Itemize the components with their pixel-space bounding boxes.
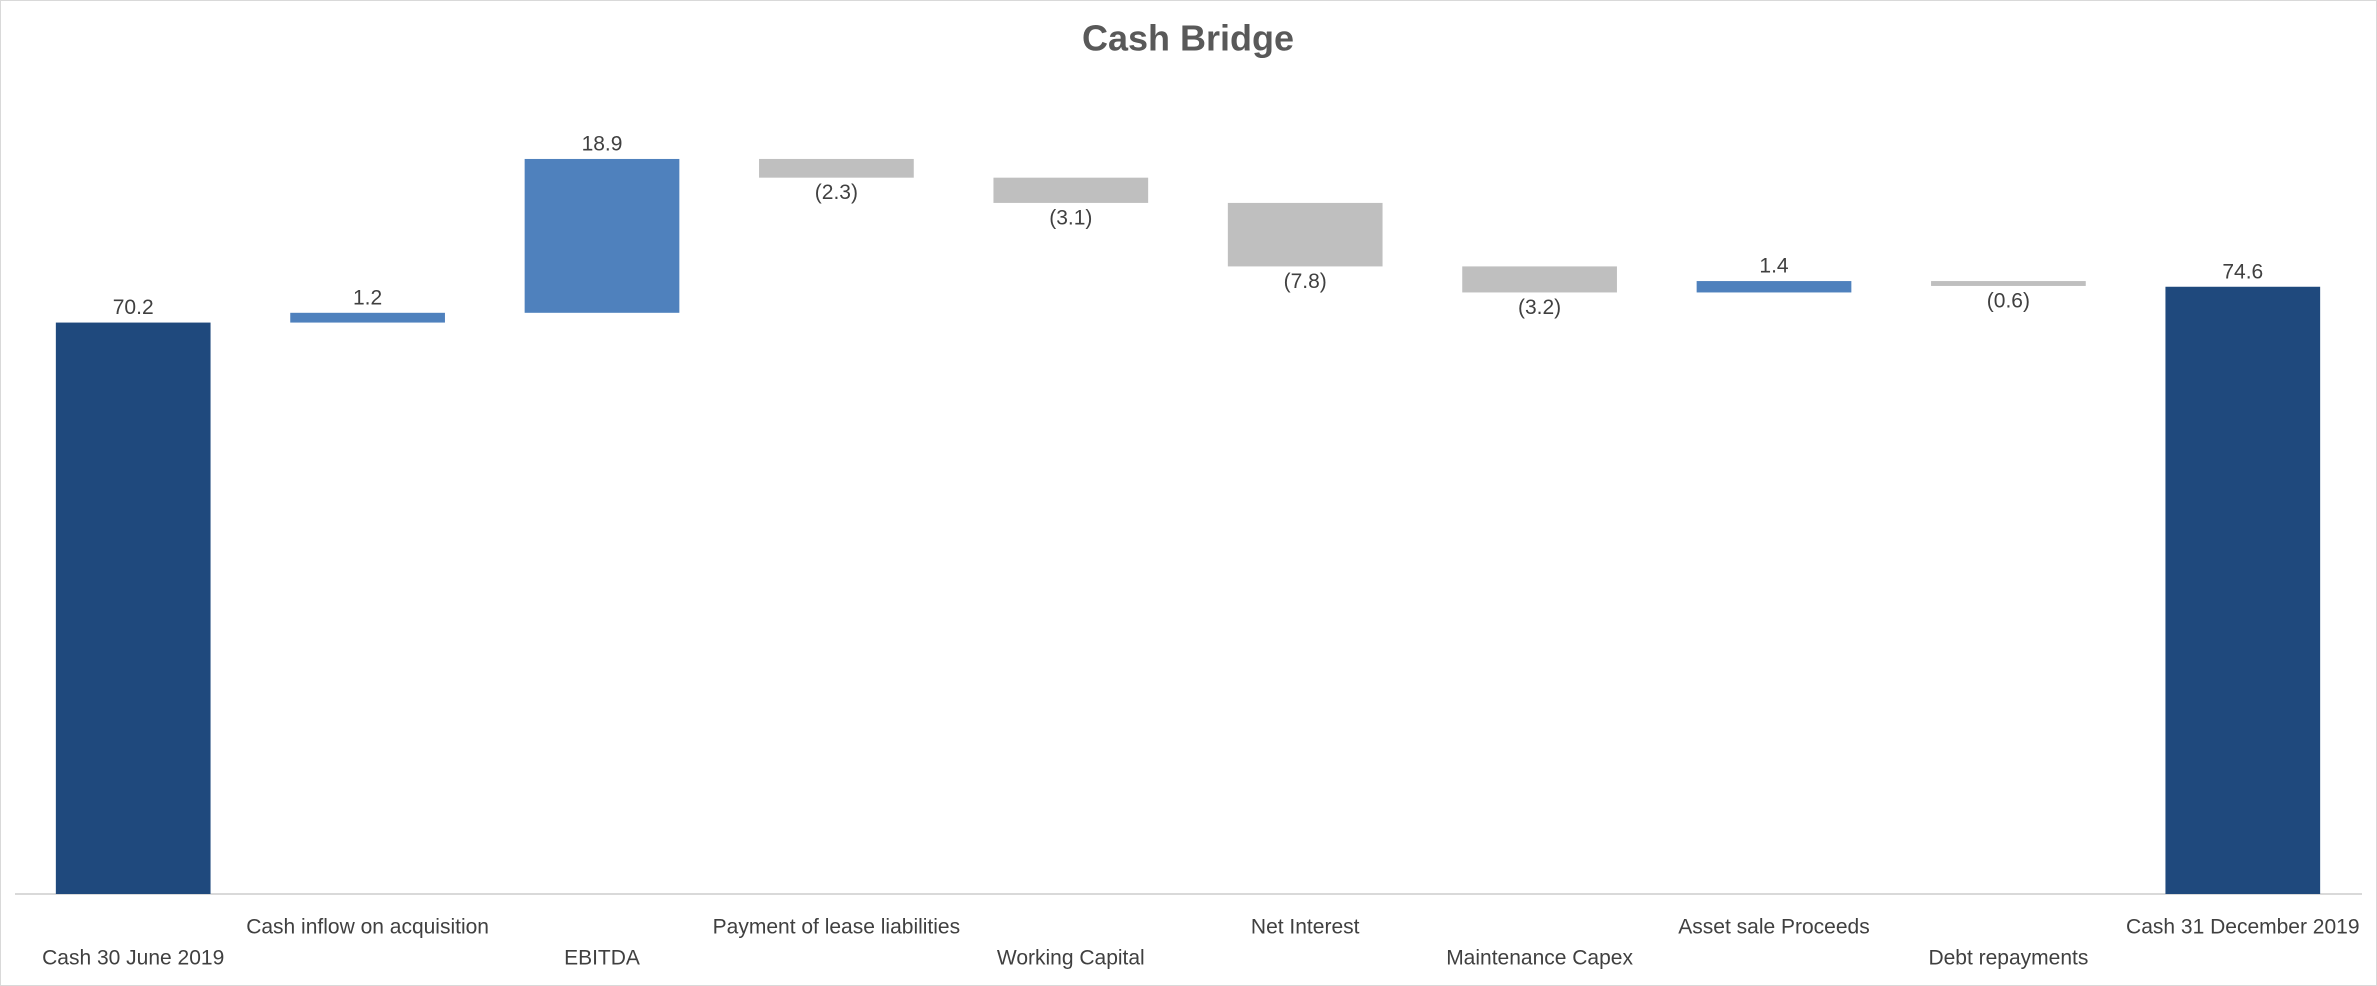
value-label: (7.8)	[1284, 270, 1327, 293]
bar	[1931, 281, 2086, 286]
x-tick-label: Cash 30 June 2019	[42, 947, 224, 970]
value-label: (2.3)	[815, 181, 858, 204]
value-label: (3.1)	[1049, 206, 1092, 229]
bar	[1696, 281, 1852, 293]
x-tick-label: Cash 31 December 2019	[2126, 916, 2359, 939]
bar	[993, 177, 1149, 203]
bar	[55, 322, 211, 894]
bar	[2165, 286, 2321, 895]
x-tick-label: Payment of lease liabilities	[713, 916, 960, 939]
bar	[524, 158, 680, 313]
value-label: 18.9	[582, 133, 623, 156]
value-label: (3.2)	[1518, 296, 1561, 319]
bar	[1462, 266, 1617, 293]
x-tick-label: Working Capital	[997, 947, 1145, 970]
value-label: 1.4	[1759, 255, 1789, 278]
chart-title: Cash Bridge	[1082, 18, 1294, 59]
value-label: (0.6)	[1987, 289, 2030, 312]
x-tick-label: Maintenance Capex	[1446, 947, 1633, 970]
x-tick-label: Net Interest	[1251, 916, 1360, 939]
x-tick-label: Asset sale Proceeds	[1678, 916, 1869, 939]
value-label: 74.6	[2222, 260, 2263, 283]
bar	[759, 158, 914, 178]
value-label: 1.2	[353, 286, 382, 309]
x-tick-label: Debt repayments	[1928, 947, 2088, 970]
value-label: 70.2	[113, 296, 154, 319]
x-tick-label: Cash inflow on acquisition	[246, 916, 489, 939]
bar	[1227, 202, 1383, 267]
bar	[290, 312, 445, 323]
x-tick-label: EBITDA	[564, 947, 640, 970]
